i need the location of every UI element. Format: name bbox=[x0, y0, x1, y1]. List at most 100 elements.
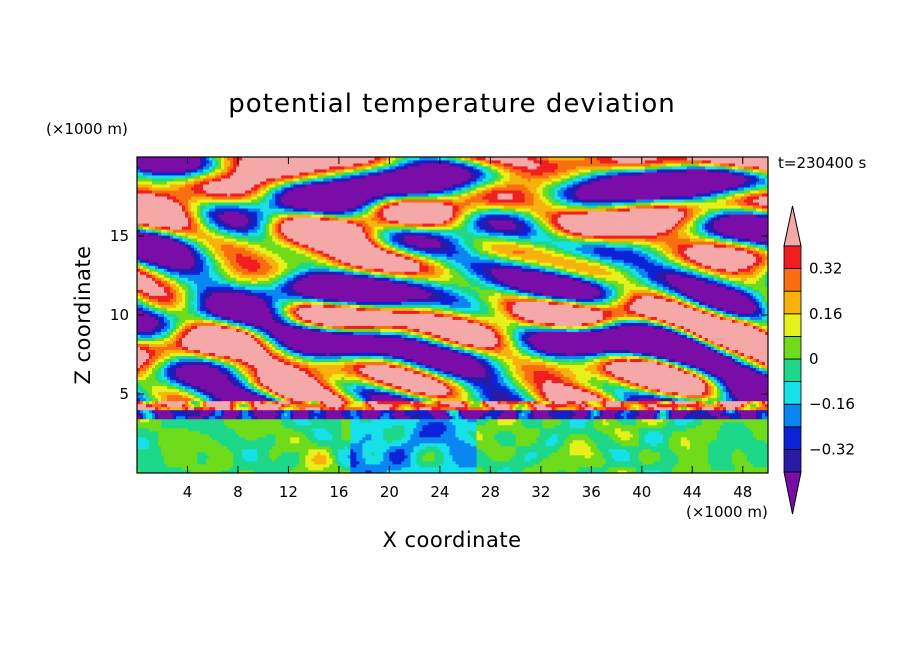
contour-cell bbox=[188, 219, 192, 224]
contour-cell bbox=[671, 469, 768, 473]
contour-cell bbox=[638, 412, 655, 417]
contour-cell bbox=[149, 292, 168, 296]
contour-cell bbox=[167, 279, 171, 284]
contour-cell bbox=[665, 421, 676, 426]
contour-cell bbox=[377, 237, 381, 242]
contour-cell bbox=[251, 406, 255, 411]
contour-cell bbox=[206, 210, 210, 215]
contour-cell bbox=[518, 415, 529, 420]
contour-cell bbox=[365, 307, 381, 311]
contour-cell bbox=[506, 343, 510, 347]
contour-cell bbox=[419, 261, 423, 266]
contour-cell bbox=[548, 397, 604, 402]
contour-cell bbox=[404, 270, 417, 275]
contour-cell bbox=[269, 307, 273, 311]
contour-cell bbox=[431, 364, 483, 369]
contour-cell bbox=[419, 397, 423, 402]
contour-cell bbox=[137, 370, 141, 375]
contour-cell bbox=[758, 364, 763, 369]
contour-cell bbox=[410, 454, 417, 459]
contour-cell bbox=[230, 261, 240, 266]
contour-cell bbox=[659, 361, 664, 366]
contour-cell bbox=[410, 397, 414, 402]
contour-cell bbox=[155, 304, 162, 308]
contour-cell bbox=[179, 270, 201, 275]
contour-cell bbox=[248, 364, 255, 369]
contour-cell bbox=[599, 264, 610, 269]
contour-cell bbox=[473, 352, 480, 357]
contour-cell bbox=[671, 415, 685, 420]
contour-cell bbox=[752, 292, 760, 296]
contour-cell bbox=[536, 222, 541, 227]
contour-cell bbox=[377, 234, 381, 239]
contour-cell bbox=[563, 382, 574, 387]
contour-cell bbox=[467, 222, 474, 227]
contour-cell bbox=[137, 367, 141, 372]
contour-cell bbox=[173, 415, 177, 420]
contour-cell bbox=[278, 219, 282, 224]
contour-cell bbox=[689, 237, 706, 242]
contour-cell bbox=[284, 313, 288, 317]
contour-cell bbox=[551, 228, 556, 233]
contour-cell bbox=[596, 388, 604, 393]
contour-cell bbox=[662, 289, 667, 293]
contour-cell bbox=[323, 412, 327, 417]
contour-cell bbox=[710, 310, 715, 314]
contour-cell bbox=[623, 313, 628, 317]
contour-cell bbox=[440, 273, 453, 278]
contour-cell bbox=[668, 358, 673, 363]
contour-cell bbox=[539, 460, 607, 465]
contour-cell bbox=[656, 273, 667, 278]
contour-cell bbox=[611, 325, 619, 329]
contour-cell bbox=[707, 225, 715, 230]
contour-cell bbox=[698, 222, 703, 227]
contour-cell bbox=[512, 331, 516, 335]
contour-cell bbox=[683, 213, 688, 218]
contour-cell bbox=[170, 406, 183, 411]
contour-cell bbox=[623, 403, 631, 408]
contour-cell bbox=[335, 388, 339, 393]
contour-cell bbox=[533, 216, 541, 221]
contour-cell bbox=[209, 307, 270, 311]
contour-cell bbox=[281, 406, 285, 411]
contour-cell bbox=[611, 301, 619, 305]
contour-cell bbox=[215, 394, 261, 399]
contour-cell bbox=[728, 391, 733, 396]
contour-cell bbox=[254, 379, 258, 384]
contour-cell bbox=[722, 349, 727, 354]
contour-cell bbox=[176, 276, 180, 281]
contour-cell bbox=[662, 286, 670, 290]
contour-cell bbox=[179, 234, 183, 239]
contour-cell bbox=[140, 400, 144, 405]
contour-cell bbox=[602, 319, 610, 323]
contour-cell bbox=[470, 252, 480, 257]
contour-cell bbox=[455, 219, 462, 224]
contour-cell bbox=[713, 388, 718, 393]
contour-cell bbox=[341, 430, 351, 435]
contour-cell bbox=[473, 388, 477, 393]
contour-cell bbox=[674, 358, 733, 363]
contour-cell bbox=[206, 255, 210, 260]
contour-cell bbox=[692, 304, 697, 308]
contour-cell bbox=[551, 358, 571, 363]
contour-cell bbox=[293, 273, 297, 278]
contour-cell bbox=[701, 370, 706, 375]
contour-cell bbox=[365, 403, 369, 408]
contour-cell bbox=[209, 295, 258, 299]
contour-cell bbox=[461, 415, 465, 420]
contour-cell bbox=[137, 310, 144, 314]
contour-cell bbox=[461, 388, 465, 393]
contour-cell bbox=[605, 406, 628, 411]
contour-cell bbox=[500, 382, 507, 387]
contour-cell bbox=[683, 331, 688, 335]
contour-cell bbox=[188, 388, 195, 393]
contour-cell bbox=[269, 228, 273, 233]
contour-cell bbox=[272, 234, 276, 239]
contour-cell bbox=[743, 240, 751, 245]
contour-cell bbox=[485, 355, 492, 360]
contour-cell bbox=[263, 394, 267, 399]
contour-cell bbox=[485, 421, 498, 426]
contour-cell bbox=[155, 400, 159, 405]
contour-cell bbox=[494, 334, 501, 338]
contour-cell bbox=[155, 316, 159, 320]
